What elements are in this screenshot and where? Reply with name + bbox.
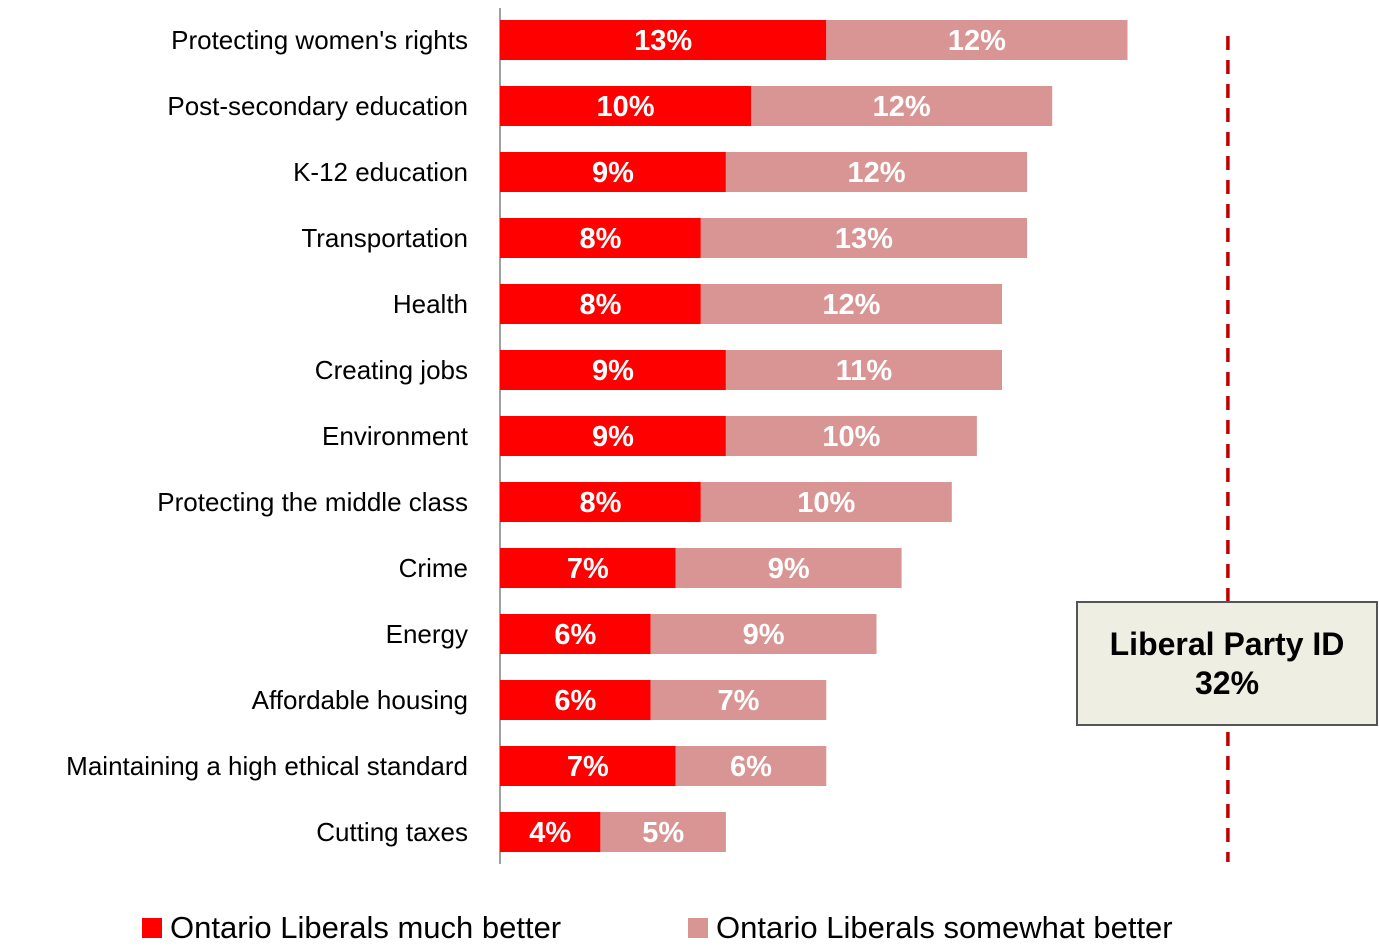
category-label: Post-secondary education xyxy=(167,91,468,121)
bar-segment-somewhat-better xyxy=(725,416,977,456)
category-label: Creating jobs xyxy=(315,355,468,385)
bar-segment-much-better xyxy=(500,152,726,192)
bar-value-label: 8% xyxy=(579,487,621,519)
bar-value-label: 10% xyxy=(822,421,880,453)
bar-value-label: 6% xyxy=(554,685,596,717)
bar-segment-somewhat-better xyxy=(700,218,1028,258)
bar-value-label: 9% xyxy=(743,619,785,651)
bar-segment-somewhat-better xyxy=(700,284,1002,324)
bar-value-label: 4% xyxy=(529,817,571,849)
category-label: Protecting women's rights xyxy=(171,25,468,55)
bar-value-label: 5% xyxy=(642,817,684,849)
bar-value-label: 12% xyxy=(873,91,931,123)
bar-value-label: 7% xyxy=(717,685,759,717)
legend: Ontario Liberals much better Ontario Lib… xyxy=(0,910,1379,948)
bar-segment-much-better xyxy=(500,746,676,786)
category-label: Energy xyxy=(386,619,468,649)
legend-label-much-better: Ontario Liberals much better xyxy=(170,910,562,945)
bar-segment-somewhat-better xyxy=(725,152,1028,192)
bar-value-label: 12% xyxy=(822,289,880,321)
bar-value-label: 13% xyxy=(634,25,692,57)
bar-segment-much-better xyxy=(500,284,701,324)
category-label: Affordable housing xyxy=(252,685,468,715)
category-label: Protecting the middle class xyxy=(157,487,468,517)
category-label: Health xyxy=(393,289,468,319)
legend-item-somewhat-better: Ontario Liberals somewhat better xyxy=(688,910,1173,946)
category-label: Crime xyxy=(399,553,468,583)
bar-segment-somewhat-better xyxy=(600,812,726,852)
bar-segment-somewhat-better xyxy=(751,86,1053,126)
legend-swatch-somewhat-better xyxy=(688,918,708,938)
bar-segment-somewhat-better xyxy=(725,350,1002,390)
bar-value-label: 10% xyxy=(797,487,855,519)
bar-segment-somewhat-better xyxy=(675,746,827,786)
bar-value-label: 8% xyxy=(579,223,621,255)
bar-value-label: 13% xyxy=(835,223,893,255)
category-label: K-12 education xyxy=(293,157,468,187)
bar-segment-somewhat-better xyxy=(826,20,1128,60)
bar-value-label: 8% xyxy=(579,289,621,321)
party-id-annotation-box: Liberal Party ID 32% xyxy=(1076,601,1378,726)
bar-segment-much-better xyxy=(500,548,676,588)
bar-segment-much-better xyxy=(500,812,601,852)
bar-value-label: 9% xyxy=(592,355,634,387)
bar-segment-much-better xyxy=(500,218,701,258)
bar-segment-much-better xyxy=(500,482,701,522)
bar-segment-much-better xyxy=(500,614,651,654)
bar-value-label: 9% xyxy=(592,157,634,189)
category-label: Cutting taxes xyxy=(316,817,468,847)
bar-segment-much-better xyxy=(500,20,827,60)
legend-swatch-much-better xyxy=(142,918,162,938)
legend-label-somewhat-better: Ontario Liberals somewhat better xyxy=(716,910,1173,945)
bar-segment-somewhat-better xyxy=(675,548,902,588)
bar-value-label: 12% xyxy=(847,157,905,189)
bar-segment-much-better xyxy=(500,350,726,390)
category-label: Maintaining a high ethical standard xyxy=(66,751,468,781)
category-label: Environment xyxy=(322,421,469,451)
category-label: Transportation xyxy=(301,223,468,253)
bars-layer: Protecting women's rights 13% 12% Post-seco… xyxy=(66,20,1128,852)
bar-value-label: 12% xyxy=(948,25,1006,57)
bar-value-label: 7% xyxy=(567,553,609,585)
bar-value-label: 6% xyxy=(554,619,596,651)
bar-segment-somewhat-better xyxy=(650,680,827,720)
bar-value-label: 11% xyxy=(836,355,893,387)
bar-segment-somewhat-better xyxy=(650,614,877,654)
party-id-annotation-title: Liberal Party ID xyxy=(1109,626,1345,663)
bar-value-label: 10% xyxy=(596,91,654,123)
bar-value-label: 7% xyxy=(567,751,609,783)
bar-value-label: 9% xyxy=(768,553,810,585)
bar-segment-much-better xyxy=(500,680,651,720)
party-id-annotation-value: 32% xyxy=(1194,664,1260,701)
bar-value-label: 6% xyxy=(730,751,772,783)
bar-segment-much-better xyxy=(500,86,751,126)
bar-value-label: 9% xyxy=(592,421,634,453)
bar-segment-somewhat-better xyxy=(700,482,952,522)
bar-segment-much-better xyxy=(500,416,726,456)
legend-item-much-better: Ontario Liberals much better xyxy=(142,910,561,946)
